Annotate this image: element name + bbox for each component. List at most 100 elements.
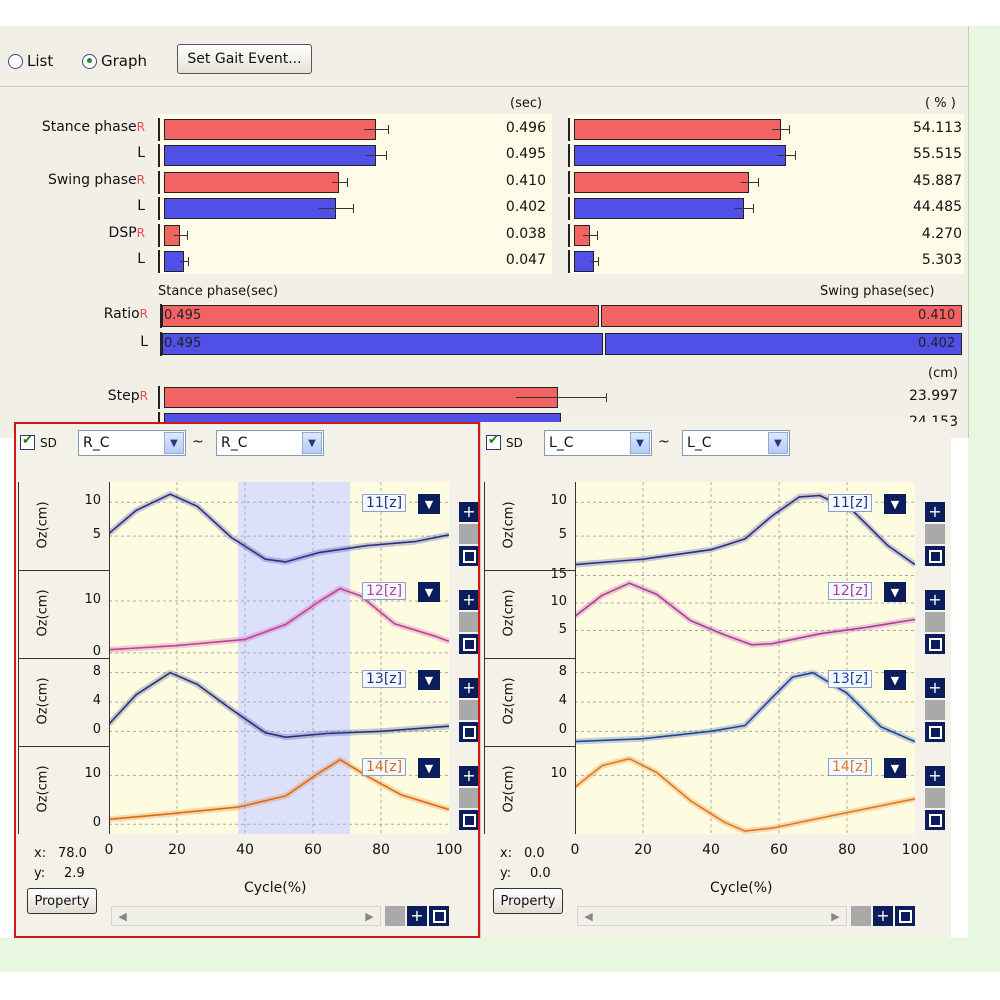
ratio-stance-bar-0 <box>162 305 599 327</box>
sec-value-5: 0.047 <box>505 252 546 268</box>
left-graph-plot-2-dropdown-triangle-icon[interactable]: ▼ <box>418 670 440 690</box>
list-radio-circle[interactable] <box>8 53 23 69</box>
left-graph-plot-2-fit-icon[interactable] <box>459 722 479 742</box>
ratio-label-text: Ratio <box>103 306 140 322</box>
row-side-5: L <box>137 251 145 267</box>
right-graph-zoom-out-x-icon[interactable] <box>851 906 871 926</box>
left-graph-plot-0-fit-icon[interactable] <box>459 546 479 566</box>
right-graph-plot-2-fit-icon[interactable] <box>925 722 945 742</box>
left-graph-plot-3-ytick-0: 10 <box>84 766 101 782</box>
row-side-2: R <box>136 172 145 187</box>
right-graph-xtick-5: 100 <box>901 842 929 858</box>
right-graph-plot-3-spacer-button[interactable] <box>925 788 945 808</box>
sec-error-cap-right-4 <box>186 230 188 240</box>
right-graph-to-channel-value: L_C <box>687 435 712 451</box>
left-graph-fit-x-icon[interactable] <box>429 906 449 926</box>
right-graph-plot-1-zoom-in-icon[interactable]: + <box>925 590 945 610</box>
left-graph-plot-svg[interactable] <box>109 482 449 834</box>
right-graph-plot-3-dropdown-triangle-icon[interactable]: ▼ <box>884 758 906 778</box>
left-graph-plot-0-spacer-button[interactable] <box>459 524 479 544</box>
left-graph-plot-1-fit-icon[interactable] <box>459 634 479 654</box>
ratio-row-label-R: RatioR <box>0 306 148 322</box>
right-graph-scroll-left-icon[interactable]: ◀ <box>584 909 593 923</box>
right-graph-from-channel-value: L_C <box>549 435 574 451</box>
list-radio[interactable]: List <box>8 52 53 70</box>
right-graph-from-chevron-down-icon[interactable]: ▼ <box>630 432 650 454</box>
right-graph-plot-1-series-line <box>575 582 915 646</box>
left-graph-sd-checkbox[interactable] <box>20 433 35 450</box>
left-graph-plot-3-fit-icon[interactable] <box>459 810 479 830</box>
left-graph-plot-2-zoom-in-icon[interactable]: + <box>459 678 479 698</box>
right-graph-horizontal-scrollbar[interactable]: ◀ ▶ <box>577 906 847 926</box>
right-graph-plot-2-zoom-in-icon[interactable]: + <box>925 678 945 698</box>
right-graph-plot-0-series-line <box>575 494 915 566</box>
ratio-stance-value-1: 0.495 <box>164 336 202 351</box>
left-graph-plot-0-zoom-in-icon[interactable]: + <box>459 502 479 522</box>
left-graph-plot-3-spacer-button[interactable] <box>459 788 479 808</box>
right-graph-plot-3-channel-label: 14[z] <box>828 758 873 776</box>
pct-value-5: 5.303 <box>921 252 962 268</box>
right-graph-sd-checkbox[interactable] <box>486 433 501 450</box>
left-graph-plot-1-spacer-button[interactable] <box>459 612 479 632</box>
graph-radio[interactable]: Graph <box>82 52 147 70</box>
left-graph-plot-3-dropdown-triangle-icon[interactable]: ▼ <box>418 758 440 778</box>
left-graph-zoom-out-x-icon[interactable] <box>385 906 405 926</box>
right-graph-scroll-right-icon[interactable]: ▶ <box>831 909 840 923</box>
right-graph-plot-0-spacer-button[interactable] <box>925 524 945 544</box>
left-graph-from-chevron-down-icon[interactable]: ▼ <box>164 432 184 454</box>
right-graph-plot-svg[interactable] <box>575 482 915 834</box>
left-graph-scroll-left-icon[interactable]: ◀ <box>118 909 127 923</box>
right-graph-property-button[interactable]: Property <box>493 888 563 914</box>
right-graph-plot-0-dropdown-triangle-icon[interactable]: ▼ <box>884 494 906 514</box>
summary-pct-panel <box>568 114 964 274</box>
left-graph-from-channel-value: R_C <box>83 435 110 451</box>
left-graph-property-button[interactable]: Property <box>27 888 97 914</box>
ratio-side-L: L <box>140 334 148 350</box>
right-graph-to-channel-select[interactable]: L_C ▼ <box>682 430 790 456</box>
right-graph-plot-1-dropdown-triangle-icon[interactable]: ▼ <box>884 582 906 602</box>
left-graph-plot-1-dropdown-triangle-icon[interactable]: ▼ <box>418 582 440 602</box>
right-graph-plot-2-channel-label: 13[z] <box>828 670 873 688</box>
pct-error-cap-right-4 <box>597 230 599 240</box>
left-graph-plot-2-spacer-button[interactable] <box>459 700 479 720</box>
left-graph-plot-0-dropdown-triangle-icon[interactable]: ▼ <box>418 494 440 514</box>
left-graph-plot-3-zoom-in-icon[interactable]: + <box>459 766 479 786</box>
left-graph-to-channel-select[interactable]: R_C ▼ <box>216 430 324 456</box>
set-gait-event-button[interactable]: Set Gait Event... <box>177 44 312 74</box>
right-graph-x-coord-label: x: <box>500 846 513 861</box>
left-graph-subplot-divider-1 <box>18 570 109 571</box>
left-graph-from-channel-select[interactable]: R_C ▼ <box>78 430 186 456</box>
right-graph-fit-x-icon[interactable] <box>895 906 915 926</box>
right-graph-to-chevron-down-icon[interactable]: ▼ <box>768 432 788 454</box>
right-graph-zoom-in-x-icon[interactable]: + <box>873 906 893 926</box>
ratio-swing-header: Swing phase(sec) <box>820 284 935 299</box>
left-graph-plot-3-ytick-1: 0 <box>92 815 101 831</box>
right-graph-plot-2-series-line <box>575 671 915 743</box>
right-graph-xtick-2: 40 <box>702 842 720 858</box>
graph-radio-circle[interactable] <box>82 53 97 69</box>
left-graph-horizontal-scrollbar[interactable]: ◀ ▶ <box>111 906 381 926</box>
step-axis-tick-0 <box>158 386 160 409</box>
ratio-side-R: R <box>139 307 148 321</box>
right-graph-plot-0-zoom-in-icon[interactable]: + <box>925 502 945 522</box>
right-graph-plot-1-fit-icon[interactable] <box>925 634 945 654</box>
right-graph-plot-0-ytick-0: 10 <box>550 493 567 509</box>
right-graph-plot-3-fit-icon[interactable] <box>925 810 945 830</box>
left-graph-plot-1-ytick-0: 10 <box>84 592 101 608</box>
left-graph-plot-1-zoom-in-icon[interactable]: + <box>459 590 479 610</box>
background-right-strip <box>968 26 1000 972</box>
row-label-2: Swing phaseR <box>0 172 145 188</box>
left-graph-scroll-right-icon[interactable]: ▶ <box>365 909 374 923</box>
right-graph-plot-2-spacer-button[interactable] <box>925 700 945 720</box>
right-graph-from-channel-select[interactable]: L_C ▼ <box>544 430 652 456</box>
sec-error-bar-2 <box>331 181 348 183</box>
left-graph-to-chevron-down-icon[interactable]: ▼ <box>302 432 322 454</box>
right-graph-plot-1-spacer-button[interactable] <box>925 612 945 632</box>
right-graph-y-coord-label: y: <box>500 866 512 881</box>
right-graph-plot-2-dropdown-triangle-icon[interactable]: ▼ <box>884 670 906 690</box>
row-label-text-0: Stance phase <box>41 119 137 135</box>
left-graph-zoom-in-x-icon[interactable]: + <box>407 906 427 926</box>
right-graph-plot-3-zoom-in-icon[interactable]: + <box>925 766 945 786</box>
right-graph-plot-0-fit-icon[interactable] <box>925 546 945 566</box>
left-graph-x-coord-label: x: <box>34 846 47 861</box>
